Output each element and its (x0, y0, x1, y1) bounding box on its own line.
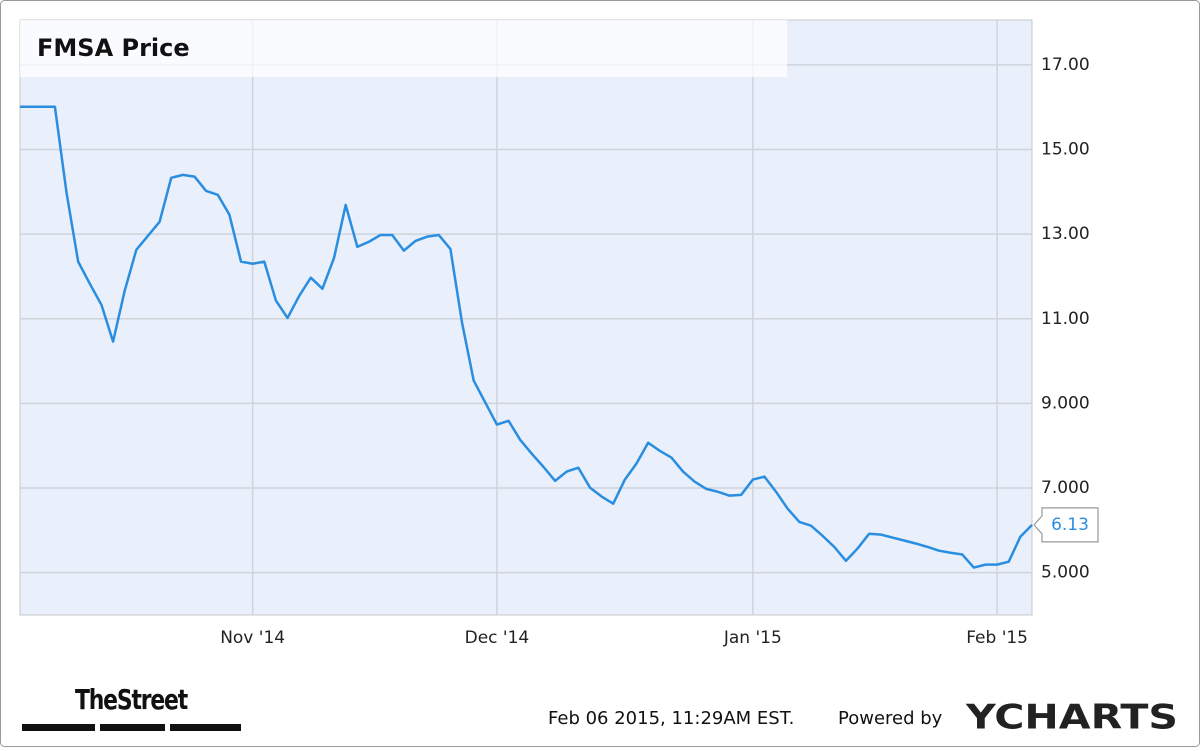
logo-bar (22, 724, 95, 731)
x-tick-label: Feb '15 (966, 628, 1028, 648)
series (20, 105, 1033, 569)
y-tick-label: 11.00 (1041, 309, 1090, 329)
logo-bar (170, 724, 241, 731)
credit: Powered by (838, 708, 943, 729)
brand-logo: YCHARTS (965, 698, 1178, 738)
y-tick-label: 9.000 (1041, 393, 1090, 413)
x-tick-label: Jan '15 (723, 628, 782, 648)
grid (20, 20, 1032, 615)
x-tick-label: Nov '14 (220, 628, 285, 648)
y-tick-label: 15.00 (1041, 139, 1090, 159)
axes: 5.000 7.000 9.000 11.00 13.00 15.00 17.00 Nov '… (220, 55, 1099, 648)
chart-title: FMSA Price (37, 34, 190, 62)
y-tick-label: 5.000 (1041, 563, 1090, 583)
price-line (20, 105, 1033, 569)
x-tick-label: Dec '14 (465, 628, 530, 648)
publisher-logo: TheStreet (75, 683, 188, 716)
last-value-callout (1033, 507, 1099, 543)
plot-area (19, 19, 1033, 616)
title-box (20, 20, 787, 77)
last-value-label: 6.13 (1051, 515, 1089, 535)
y-tick-label: 13.00 (1041, 224, 1090, 244)
logo-bar (100, 724, 165, 731)
y-tick-label: 7.000 (1041, 478, 1090, 498)
timestamp: Feb 06 2015, 11:29AM EST. (548, 708, 794, 729)
y-tick-label: 17.00 (1041, 55, 1090, 75)
